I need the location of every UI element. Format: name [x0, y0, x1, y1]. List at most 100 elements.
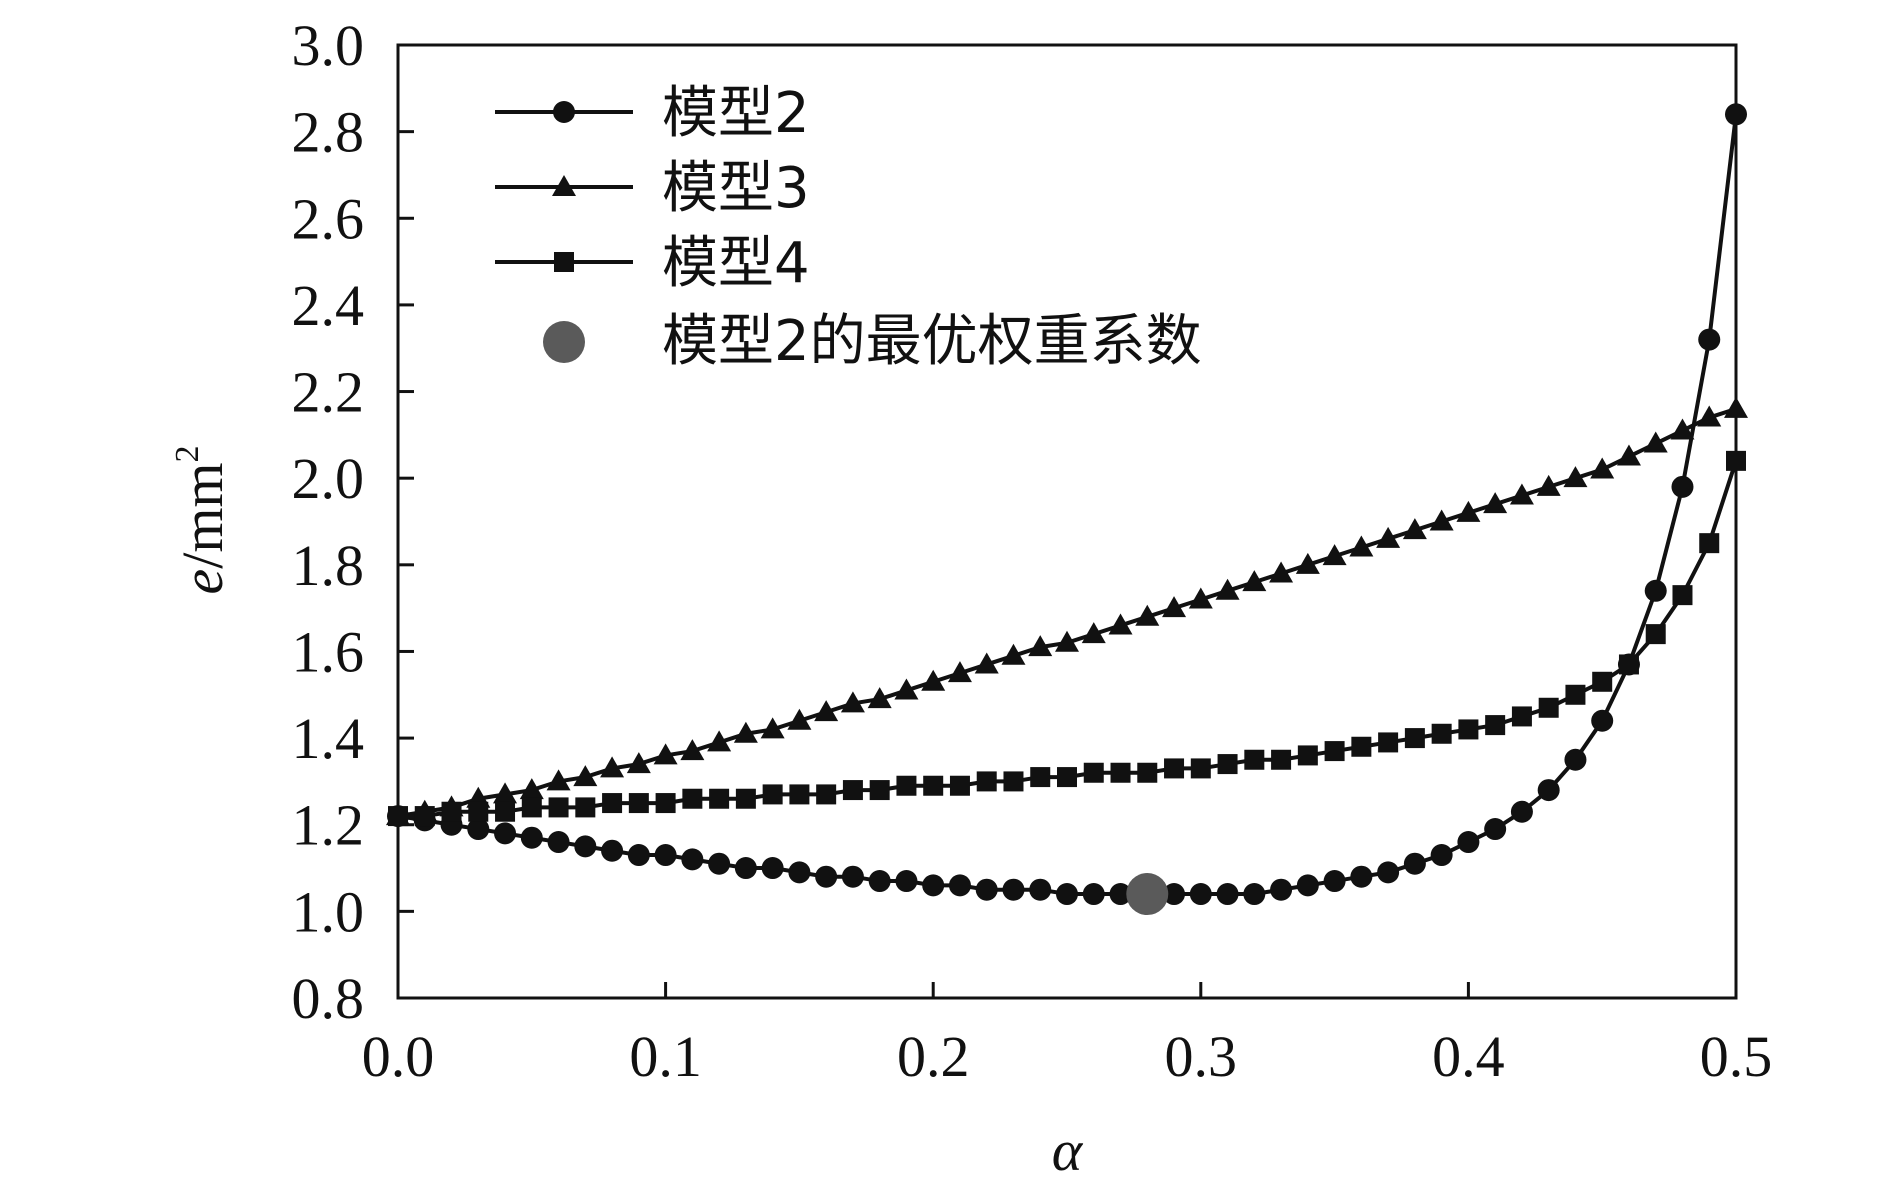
- data-point: [1030, 767, 1051, 788]
- legend-item: 模型3: [495, 156, 810, 221]
- y-tick-label: 2.8: [292, 100, 365, 165]
- data-point: [494, 822, 517, 845]
- data-point: [1271, 749, 1292, 770]
- data-point: [762, 784, 783, 805]
- data-point: [1511, 706, 1532, 727]
- data-point: [1351, 736, 1372, 757]
- data-point: [1403, 852, 1426, 875]
- data-point: [841, 865, 864, 888]
- x-axis-ticks: 0.0 0.1 0.2 0.3 0.4 0.5: [362, 982, 1773, 1089]
- data-point: [760, 717, 785, 739]
- data-point: [653, 743, 678, 765]
- data-point: [1324, 741, 1345, 762]
- data-point: [575, 797, 596, 818]
- data-point: [816, 784, 837, 805]
- data-point: [574, 835, 597, 858]
- data-point: [1590, 457, 1615, 479]
- y-tick-label: 1.8: [292, 533, 365, 598]
- data-point: [842, 780, 863, 801]
- data-point: [626, 752, 651, 774]
- data-point: [1509, 483, 1534, 505]
- y-axis-label-var: e: [170, 569, 235, 595]
- data-point: [1216, 883, 1239, 906]
- data-point: [1402, 518, 1427, 540]
- y-tick-label: 1.6: [292, 619, 365, 684]
- data-point: [1057, 767, 1077, 788]
- x-tick-label: 0.5: [1700, 1024, 1773, 1089]
- data-point: [493, 782, 518, 804]
- legend: 模型2 模型3 模型4 模型2的最优权重系数: [495, 81, 1202, 374]
- data-point: [948, 874, 971, 897]
- data-point: [468, 801, 489, 822]
- legend-label: 模型2: [662, 81, 810, 146]
- data-point: [1029, 878, 1052, 901]
- data-point: [1458, 719, 1479, 740]
- data-point: [708, 852, 731, 875]
- data-point: [602, 793, 623, 814]
- optimum-point: [1126, 873, 1169, 916]
- data-point: [735, 788, 756, 809]
- data-point: [654, 844, 677, 867]
- data-point: [573, 765, 598, 787]
- legend-swatch-marker: [553, 101, 575, 123]
- legend-item: 模型2的最优权重系数: [543, 309, 1202, 374]
- data-point: [1536, 474, 1561, 496]
- y-tick-label: 2.2: [292, 360, 365, 425]
- data-point: [1164, 758, 1185, 779]
- x-tick-label: 0.3: [1165, 1024, 1238, 1089]
- data-point: [1430, 844, 1453, 867]
- data-point: [681, 848, 704, 871]
- data-point: [627, 844, 650, 867]
- data-point: [1323, 870, 1346, 893]
- data-point: [894, 678, 919, 700]
- data-point: [1297, 745, 1318, 766]
- data-point: [1485, 715, 1506, 736]
- data-point: [1350, 865, 1373, 888]
- data-point: [1003, 771, 1024, 792]
- data-point: [1188, 587, 1213, 609]
- data-point: [975, 878, 998, 901]
- data-point: [788, 861, 811, 884]
- data-point: [1270, 878, 1293, 901]
- data-point: [1189, 883, 1212, 906]
- data-point: [709, 788, 730, 809]
- y-tick-label: 2.0: [292, 446, 365, 511]
- data-point: [895, 870, 918, 893]
- data-point: [1377, 861, 1400, 884]
- legend-label: 模型4: [662, 231, 810, 296]
- data-point: [1672, 585, 1693, 606]
- data-point: [949, 775, 970, 796]
- series-3: [388, 450, 1746, 827]
- data-point: [1618, 654, 1639, 675]
- data-point: [521, 797, 542, 818]
- data-point: [682, 788, 703, 809]
- data-point: [388, 806, 408, 827]
- data-point: [1296, 874, 1319, 897]
- y-tick-label: 1.2: [292, 793, 365, 858]
- data-point: [867, 687, 892, 709]
- series-layer: [386, 103, 1748, 906]
- data-point: [840, 691, 865, 713]
- data-point: [520, 826, 543, 849]
- x-tick-label: 0.4: [1432, 1024, 1505, 1089]
- highlight-layer: [1126, 873, 1169, 916]
- data-point: [1565, 684, 1586, 705]
- data-point: [1110, 762, 1131, 783]
- data-point: [1645, 624, 1666, 645]
- data-point: [733, 721, 758, 743]
- data-point: [815, 865, 838, 888]
- data-point: [896, 775, 917, 796]
- data-point: [601, 839, 624, 862]
- y-axis-ticks: 0.8 1.0 1.2 1.4 1.6 1.8 2.0 2.2 2.4 2.6 2.8 3.0: [292, 13, 414, 1031]
- data-point: [947, 661, 972, 683]
- data-point: [1404, 728, 1425, 749]
- data-point: [467, 818, 490, 841]
- data-point: [1538, 697, 1559, 718]
- data-point: [1243, 883, 1266, 906]
- data-point: [869, 780, 890, 801]
- data-point: [923, 775, 944, 796]
- data-point: [1349, 535, 1374, 557]
- data-point: [547, 831, 570, 854]
